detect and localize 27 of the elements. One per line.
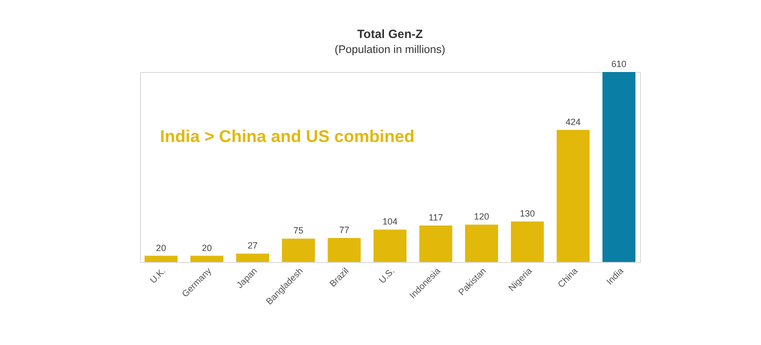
data-label: 117 xyxy=(428,212,443,223)
data-label: 20 xyxy=(202,242,212,253)
data-label: 75 xyxy=(293,226,304,236)
bar xyxy=(282,238,315,262)
x-tick-label: U.S. xyxy=(376,266,396,286)
data-label: 20 xyxy=(156,242,166,253)
bar xyxy=(556,130,590,262)
chart-subtitle: (Population in millions) xyxy=(334,44,446,56)
chart-title: Total Gen-Z xyxy=(357,27,423,41)
bar xyxy=(602,72,636,262)
annotation: India > China and US combined xyxy=(160,127,415,146)
data-label: 27 xyxy=(248,240,258,251)
data-label: 424 xyxy=(566,116,581,127)
data-label: 104 xyxy=(382,216,398,227)
data-label: 610 xyxy=(611,59,626,69)
x-tick-label: U.K. xyxy=(148,266,168,286)
bar xyxy=(236,254,270,262)
data-label: 120 xyxy=(474,212,490,222)
bar xyxy=(465,224,498,262)
bar xyxy=(510,222,544,262)
data-label: 130 xyxy=(520,208,535,219)
bar xyxy=(190,256,224,262)
bar xyxy=(374,230,406,262)
bar xyxy=(328,238,361,262)
bar xyxy=(144,256,178,262)
bar xyxy=(419,226,452,262)
data-label: 77 xyxy=(339,225,350,236)
